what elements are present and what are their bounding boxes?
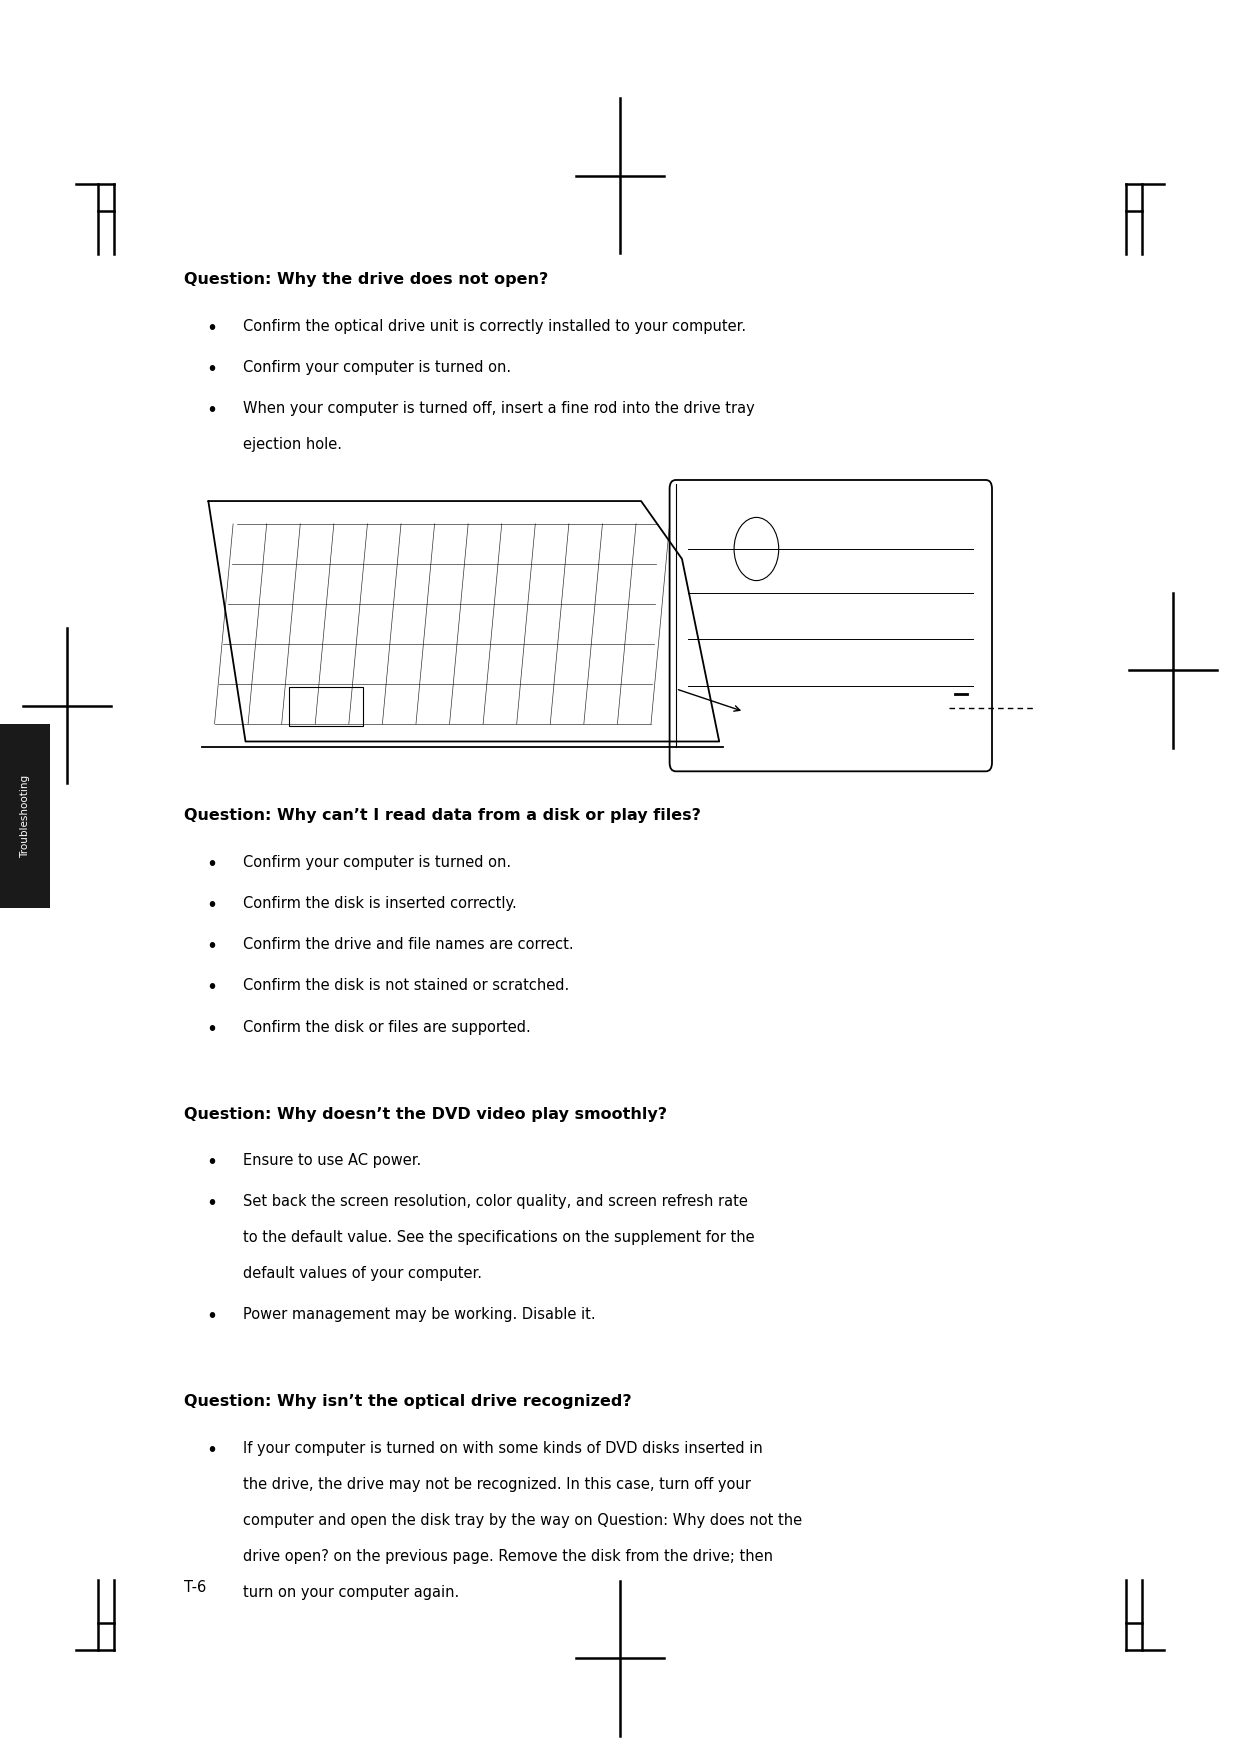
Text: Question: Why doesn’t the DVD video play smoothly?: Question: Why doesn’t the DVD video play… — [184, 1107, 667, 1121]
Text: •: • — [206, 319, 217, 337]
Bar — [0, 725, 50, 909]
Text: the drive, the drive may not be recognized. In this case, turn off your: the drive, the drive may not be recogniz… — [243, 1478, 751, 1492]
Text: Confirm the disk is inserted correctly.: Confirm the disk is inserted correctly. — [243, 895, 517, 911]
Text: Confirm your computer is turned on.: Confirm your computer is turned on. — [243, 855, 511, 870]
Text: Confirm the disk or files are supported.: Confirm the disk or files are supported. — [243, 1020, 531, 1035]
Text: •: • — [206, 1441, 217, 1460]
Text: Set back the screen resolution, color quality, and screen refresh rate: Set back the screen resolution, color qu… — [243, 1195, 748, 1209]
Text: •: • — [206, 1195, 217, 1213]
FancyBboxPatch shape — [670, 479, 992, 770]
Text: Confirm the drive and file names are correct.: Confirm the drive and file names are cor… — [243, 937, 574, 953]
Text: to the default value. See the specifications on the supplement for the: to the default value. See the specificat… — [243, 1230, 755, 1246]
Text: Question: Why isn’t the optical drive recognized?: Question: Why isn’t the optical drive re… — [184, 1395, 631, 1409]
Text: Power management may be working. Disable it.: Power management may be working. Disable… — [243, 1307, 595, 1323]
Text: •: • — [206, 855, 217, 874]
Text: •: • — [206, 895, 217, 914]
Text: Troubleshooting: Troubleshooting — [20, 774, 30, 858]
Text: Question: Why the drive does not open?: Question: Why the drive does not open? — [184, 272, 548, 288]
Text: turn on your computer again.: turn on your computer again. — [243, 1585, 459, 1601]
Text: •: • — [206, 1020, 217, 1039]
Text: computer and open the disk tray by the way on Question: Why does not the: computer and open the disk tray by the w… — [243, 1513, 802, 1529]
Text: Question: Why can’t I read data from a disk or play files?: Question: Why can’t I read data from a d… — [184, 807, 701, 823]
Text: •: • — [206, 937, 217, 956]
Text: •: • — [206, 979, 217, 997]
Text: •: • — [206, 360, 217, 379]
Text: default values of your computer.: default values of your computer. — [243, 1267, 482, 1281]
Text: ejection hole.: ejection hole. — [243, 437, 342, 453]
Text: T-6: T-6 — [184, 1580, 206, 1595]
Text: •: • — [206, 1307, 217, 1327]
Text: Confirm the optical drive unit is correctly installed to your computer.: Confirm the optical drive unit is correc… — [243, 319, 746, 333]
Text: If your computer is turned on with some kinds of DVD disks inserted in: If your computer is turned on with some … — [243, 1441, 763, 1457]
Text: Confirm the disk is not stained or scratched.: Confirm the disk is not stained or scrat… — [243, 979, 569, 993]
Text: •: • — [206, 402, 217, 419]
Text: •: • — [206, 1153, 217, 1172]
Text: drive open? on the previous page. Remove the disk from the drive; then: drive open? on the previous page. Remove… — [243, 1550, 773, 1564]
Text: Confirm your computer is turned on.: Confirm your computer is turned on. — [243, 360, 511, 376]
Bar — [289, 686, 363, 725]
Text: When your computer is turned off, insert a fine rod into the drive tray: When your computer is turned off, insert… — [243, 402, 755, 416]
Text: Ensure to use AC power.: Ensure to use AC power. — [243, 1153, 422, 1169]
